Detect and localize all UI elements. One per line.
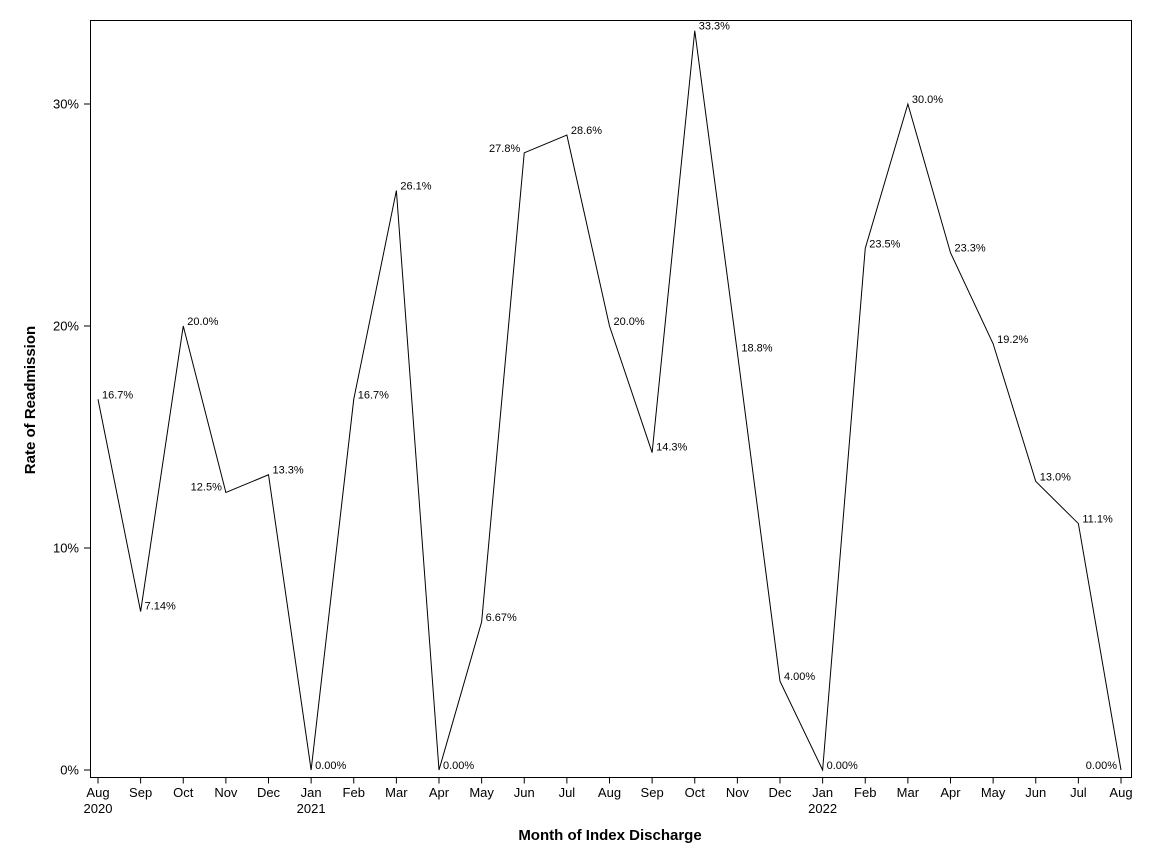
x-tick-label: Dec [257, 785, 281, 800]
data-label: 19.2% [997, 334, 1028, 346]
x-year-label: 2020 [84, 801, 113, 816]
x-tick-label: Sep [641, 785, 664, 800]
x-tick-label: Dec [768, 785, 792, 800]
data-label: 23.5% [869, 238, 900, 250]
x-year-label: 2021 [297, 801, 326, 816]
x-tick-label: Mar [385, 785, 408, 800]
x-tick-label: May [469, 785, 494, 800]
data-label: 18.8% [741, 343, 772, 355]
x-tick-label: Oct [173, 785, 194, 800]
x-tick-label: Apr [940, 785, 961, 800]
data-label: 0.00% [315, 760, 346, 772]
data-label: 20.0% [187, 316, 218, 328]
data-label: 6.67% [486, 612, 517, 624]
data-label: 0.00% [1086, 760, 1117, 772]
x-tick-label: Aug [598, 785, 621, 800]
x-tick-label: Aug [86, 785, 109, 800]
x-tick-label: Jun [514, 785, 535, 800]
data-label: 23.3% [955, 243, 986, 255]
data-label: 30.0% [912, 94, 943, 106]
data-label: 20.0% [614, 316, 645, 328]
y-axis-title: Rate of Readmission [22, 326, 39, 474]
readmission-rate-line [97, 30, 1122, 772]
x-tick-label: Feb [854, 785, 876, 800]
x-tick-label: Jan [812, 785, 833, 800]
x-tick-label: Feb [343, 785, 365, 800]
data-label: 12.5% [191, 482, 222, 494]
data-label: 26.1% [400, 181, 431, 193]
data-label: 0.00% [443, 760, 474, 772]
data-label: 4.00% [784, 671, 815, 683]
x-tick-label: Apr [429, 785, 450, 800]
x-tick-label: Nov [214, 785, 238, 800]
x-tick-label: Jun [1025, 785, 1046, 800]
data-label: 16.7% [358, 389, 389, 401]
data-label: 16.7% [102, 389, 133, 401]
x-tick-label: Jul [1070, 785, 1087, 800]
data-label: 33.3% [699, 21, 730, 33]
data-label: 28.6% [571, 125, 602, 137]
x-tick-label: Aug [1109, 785, 1132, 800]
y-tick-label: 0% [60, 763, 79, 778]
x-tick-label: Jan [301, 785, 322, 800]
y-tick-label: 20% [53, 319, 79, 334]
plot-frame [90, 20, 1132, 778]
data-label: 13.3% [273, 465, 304, 477]
y-tick-label: 30% [53, 97, 79, 112]
x-tick-label: Oct [685, 785, 706, 800]
data-label: 0.00% [827, 760, 858, 772]
data-label: 13.0% [1040, 471, 1071, 483]
data-label: 27.8% [489, 143, 520, 155]
data-label: 11.1% [1082, 514, 1113, 526]
y-axis-ticks: 0% 10% 20% 30% [53, 97, 91, 778]
y-tick-label: 10% [53, 541, 79, 556]
x-tick-label: Nov [726, 785, 750, 800]
x-axis-title: Month of Index Discharge [518, 827, 701, 844]
x-tick-label: Sep [129, 785, 152, 800]
x-tick-label: May [981, 785, 1006, 800]
data-label: 7.14% [145, 600, 176, 612]
x-year-label: 2022 [808, 801, 837, 816]
data-labels: 16.7% 7.14% 20.0% 12.5% 13.3% 0.00% 16.7% 26.1%… [102, 21, 1117, 772]
x-tick-label: Mar [897, 785, 920, 800]
data-label: 14.3% [656, 442, 687, 454]
x-tick-label: Jul [559, 785, 576, 800]
